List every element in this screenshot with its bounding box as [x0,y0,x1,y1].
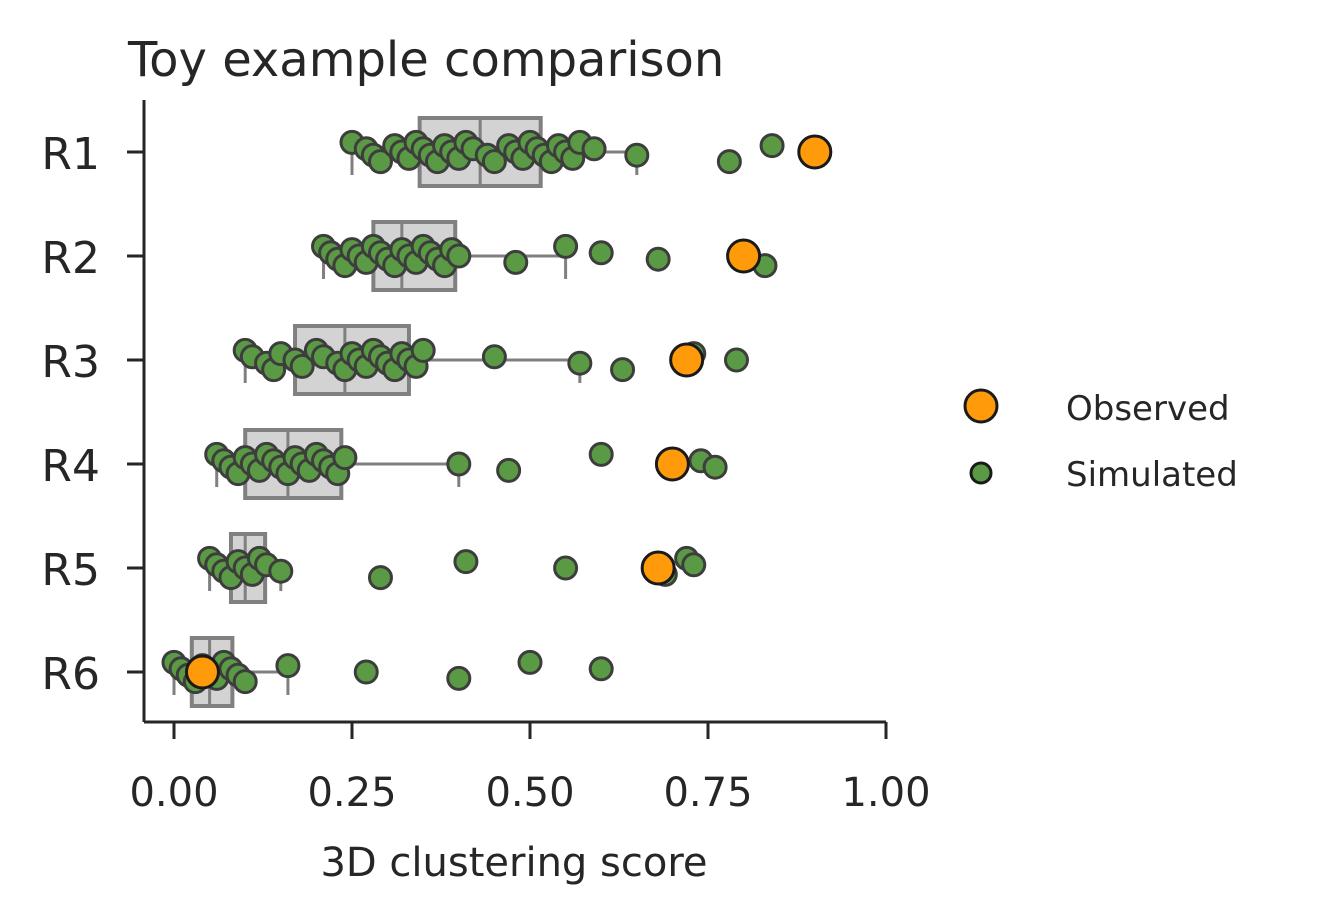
simulated-point-r6 [275,653,301,679]
x-axis-label: 3D clustering score [320,840,707,886]
x-tick-label: 0.25 [307,770,396,816]
simulated-point-r2 [503,249,529,275]
simulated-point-r5 [367,565,393,591]
legend: Observed Simulated [963,388,1238,495]
simulated-point-r3 [481,344,507,370]
simulated-point-r5 [681,552,707,578]
simulated-point-r5 [268,558,294,584]
simulated-point-r6 [232,669,258,695]
simulated-point-r6 [353,659,379,685]
simulated-point-r3 [723,347,749,373]
simulated-point-r1 [367,149,393,175]
observed-point-r4 [654,446,690,482]
legend-observed-marker [963,388,999,424]
simulated-point-r1 [759,133,785,159]
simulated-point-r4 [332,445,358,471]
simulated-point-r4 [702,454,728,480]
y-tick-label: R4 [41,441,100,492]
simulated-point-r2 [553,233,579,259]
simulated-point-r3 [410,337,436,363]
legend-simulated-marker [969,461,993,485]
simulated-point-r2 [588,240,614,266]
boxes-layer [172,116,639,708]
x-tick-label: 1.00 [841,770,930,816]
simulated-point-r4 [446,451,472,477]
simulated-point-r5 [553,555,579,581]
points-layer [161,129,833,695]
simulated-point-r2 [446,243,472,269]
chart-title: Toy example comparison [127,32,724,88]
simulated-point-r1 [481,149,507,175]
y-tick-label: R3 [41,337,100,388]
simulated-point-r4 [588,441,614,467]
legend-observed-label: Observed [1066,389,1230,429]
simulated-point-r1 [716,149,742,175]
simulated-point-r3 [289,353,315,379]
observed-point-r6 [184,654,220,690]
x-tick-label: 0.75 [663,770,752,816]
observed-point-r1 [797,134,833,170]
simulated-point-r6 [446,665,472,691]
y-tick-label: R1 [41,129,100,180]
y-tick-label: R2 [41,233,100,284]
simulated-point-r6 [517,649,543,675]
y-ticks: R1 R2 R3 R4 R5 R6 [41,129,144,700]
x-ticks: 0.00 0.25 0.50 0.75 1.00 [129,722,931,816]
simulated-point-r3 [567,350,593,376]
observed-point-r3 [669,342,705,378]
simulated-point-r2 [645,246,671,272]
simulated-point-r5 [453,549,479,575]
y-tick-label: R6 [41,649,100,700]
legend-simulated-label: Simulated [1066,455,1238,495]
simulated-point-r4 [496,457,522,483]
observed-point-r2 [726,238,762,274]
x-tick-label: 0.50 [485,770,574,816]
simulated-point-r3 [610,357,636,383]
y-tick-label: R5 [41,545,100,596]
simulated-point-r1 [624,142,650,168]
x-tick-label: 0.00 [129,770,218,816]
observed-point-r5 [640,550,676,586]
simulated-point-r1 [581,136,607,162]
simulated-point-r6 [588,656,614,682]
